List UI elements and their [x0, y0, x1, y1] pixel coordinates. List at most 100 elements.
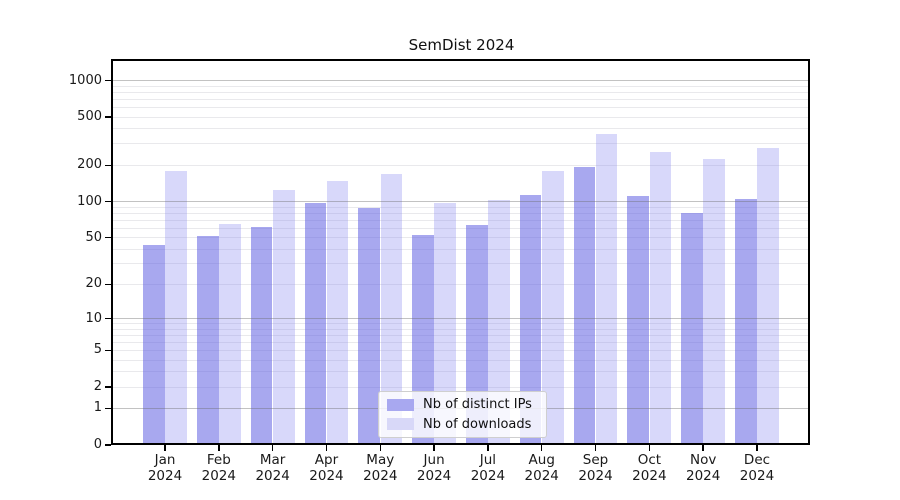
gridline-minor: [113, 106, 810, 108]
legend-row: Nb of distinct IPs: [387, 397, 538, 412]
gridline-minor: [113, 248, 810, 250]
legend-label: Nb of downloads: [423, 416, 532, 432]
x-tick-year: 2024: [524, 468, 559, 484]
bar-downloads-aug: [542, 170, 564, 445]
x-tick-year: 2024: [739, 468, 775, 484]
gridline-minor: [113, 359, 810, 361]
x-tick-month: Aug: [528, 452, 555, 468]
bar-downloads-oct: [649, 151, 672, 445]
y-tick-mark: [105, 407, 111, 410]
bar-distinct-ips-aug: [519, 195, 542, 445]
gridline-minor: [113, 219, 810, 221]
y-tick-label: 0: [93, 437, 102, 452]
y-tick-label: 100: [77, 193, 102, 209]
gridline-minor: [113, 128, 810, 130]
y-tick-mark: [105, 116, 111, 118]
y-tick-label: 10: [85, 310, 102, 326]
bar-distinct-ips-sep: [573, 167, 596, 445]
bar-downloads-feb: [219, 224, 241, 445]
y-tick-mark: [105, 79, 111, 82]
bar-distinct-ips-may: [358, 208, 380, 445]
bar-distinct-ips-feb: [196, 235, 219, 445]
gridline-minor: [113, 98, 810, 100]
bar-distinct-ips-jan: [143, 245, 165, 445]
y-tick-mark: [105, 444, 111, 446]
y-tick-label: 500: [77, 109, 102, 125]
bar-distinct-ips-nov: [681, 212, 703, 445]
x-tick-label: Apr 2024: [294, 452, 358, 484]
x-tick-label: Dec 2024: [725, 452, 789, 484]
x-tick-label: Jun 2024: [402, 452, 466, 484]
x-tick-month: Mar: [259, 452, 286, 468]
y-tick-label: 20: [85, 276, 102, 292]
bar-downloads-nov: [703, 159, 726, 445]
x-tick-mark: [379, 443, 381, 451]
y-tick-label: 200: [77, 157, 102, 173]
x-tick-year: 2024: [147, 468, 183, 484]
x-tick-label: Jul 2024: [456, 452, 520, 484]
x-tick-year: 2024: [416, 468, 452, 484]
gridline-minor: [113, 164, 810, 166]
x-tick-mark: [756, 443, 758, 451]
y-tick-mark: [105, 200, 111, 203]
bar-distinct-ips-jul: [466, 224, 488, 445]
x-tick-mark: [433, 443, 435, 451]
x-tick-year: 2024: [632, 468, 667, 484]
x-tick-month: Jan: [154, 452, 176, 468]
y-tick-mark: [105, 386, 111, 388]
gridline-minor: [113, 386, 810, 388]
gridline-major: [113, 200, 810, 203]
y-tick-label: 50: [85, 229, 102, 245]
gridline-minor: [113, 263, 810, 265]
x-tick-month: Oct: [637, 452, 662, 468]
x-tick-month: Apr: [314, 452, 339, 468]
bar-downloads-may: [380, 173, 403, 445]
x-tick-label: Jan 2024: [133, 452, 197, 484]
x-tick-year: 2024: [363, 468, 398, 484]
y-tick-label: 1: [93, 400, 102, 416]
legend: Nb of distinct IPs Nb of downloads: [378, 391, 547, 438]
gridline-minor: [113, 237, 810, 239]
legend-swatch: [387, 398, 414, 411]
x-tick-label: Sep 2024: [564, 452, 628, 484]
x-tick-year: 2024: [255, 468, 290, 484]
x-tick-label: Nov 2024: [671, 452, 735, 484]
gridline-minor: [113, 143, 810, 145]
bar-downloads-apr: [326, 181, 349, 445]
y-tick-mark: [105, 164, 111, 166]
chart-title: SemDist 2024: [408, 36, 515, 54]
gridline-minor: [113, 227, 810, 229]
x-tick-label: Feb 2024: [187, 452, 251, 484]
x-tick-month: Nov: [689, 452, 717, 468]
gridline-major: [113, 317, 810, 320]
bar-distinct-ips-oct: [627, 196, 650, 445]
x-tick-month: Feb: [206, 452, 231, 468]
x-tick-mark: [702, 443, 704, 451]
legend-row: Nb of downloads: [387, 417, 538, 432]
x-tick-year: 2024: [309, 468, 344, 484]
x-tick-label: Aug 2024: [510, 452, 574, 484]
bar-downloads-mar: [272, 189, 295, 445]
x-tick-mark: [218, 443, 220, 451]
bar-downloads-sep: [595, 133, 618, 445]
x-tick-year: 2024: [685, 468, 721, 484]
legend-swatch: [387, 418, 414, 431]
x-tick-label: Mar 2024: [241, 452, 305, 484]
gridline-minor: [113, 116, 810, 118]
gridline-minor: [113, 371, 810, 373]
x-tick-month: Jul: [479, 452, 497, 468]
gridline-minor: [113, 334, 810, 336]
x-tick-year: 2024: [578, 468, 613, 484]
x-tick-year: 2024: [201, 468, 236, 484]
bar-downloads-jul: [488, 200, 510, 445]
bar-downloads-dec: [757, 147, 779, 445]
y-tick-label: 1000: [68, 72, 102, 88]
x-tick-mark: [541, 443, 543, 451]
y-tick-mark: [105, 349, 111, 352]
x-tick-label: Oct 2024: [617, 452, 681, 484]
gridline-minor: [113, 283, 810, 285]
x-tick-label: May 2024: [348, 452, 412, 484]
x-tick-mark: [325, 443, 328, 451]
x-tick-mark: [594, 443, 597, 451]
